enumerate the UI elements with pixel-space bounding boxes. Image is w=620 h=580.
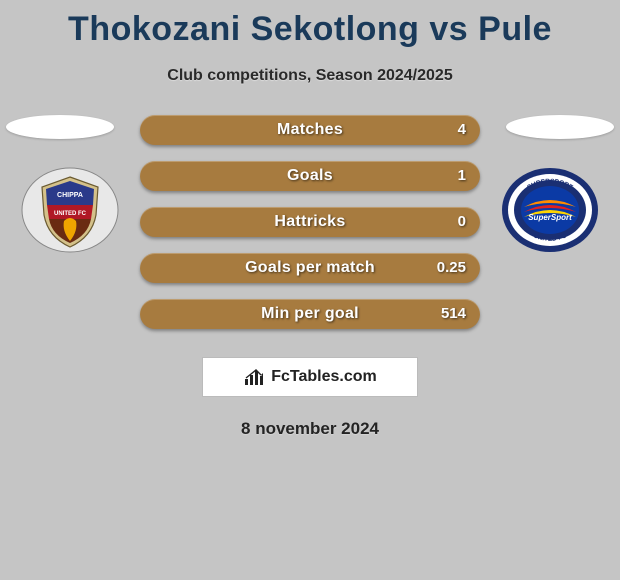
svg-text:SuperSport: SuperSport (528, 213, 572, 222)
brand-box[interactable]: FcTables.com (202, 357, 418, 397)
player-ellipse-right (506, 115, 614, 139)
club-badge-left: CHIPPA UNITED FC (20, 165, 120, 255)
player-ellipse-left (6, 115, 114, 139)
stat-right-value: 0 (458, 207, 466, 237)
stat-row-goals-per-match: Goals per match 0.25 (140, 253, 480, 283)
stat-label: Goals per match (140, 253, 480, 283)
svg-text:UNITED FC: UNITED FC (54, 211, 87, 217)
stat-right-value: 514 (441, 299, 466, 329)
brand-text: FcTables.com (271, 368, 377, 386)
stat-label: Matches (140, 115, 480, 145)
stat-right-value: 4 (458, 115, 466, 145)
stat-row-goals: Goals 1 (140, 161, 480, 191)
stat-right-value: 1 (458, 161, 466, 191)
stat-row-min-per-goal: Min per goal 514 (140, 299, 480, 329)
chippa-united-logo-icon: CHIPPA UNITED FC (20, 165, 120, 255)
stat-row-matches: Matches 4 (140, 115, 480, 145)
stat-right-value: 0.25 (437, 253, 466, 283)
stat-label: Hattricks (140, 207, 480, 237)
supersport-united-logo-icon: SuperSport SUPERSPORT UNITED FC (500, 165, 600, 255)
footer-date: 8 november 2024 (0, 419, 620, 439)
svg-text:CHIPPA: CHIPPA (57, 192, 83, 199)
page-title: Thokozani Sekotlong vs Pule (0, 0, 620, 49)
stat-row-hattricks: Hattricks 0 (140, 207, 480, 237)
page-subtitle: Club competitions, Season 2024/2025 (0, 67, 620, 85)
stat-label: Goals (140, 161, 480, 191)
stat-label: Min per goal (140, 299, 480, 329)
stat-rows: Matches 4 Goals 1 Hattricks 0 Goals per … (140, 115, 480, 345)
comparison-area: CHIPPA UNITED FC SuperSport SUPERSPORT U… (0, 115, 620, 345)
bar-chart-icon (243, 367, 267, 387)
club-badge-right: SuperSport SUPERSPORT UNITED FC (500, 165, 600, 255)
